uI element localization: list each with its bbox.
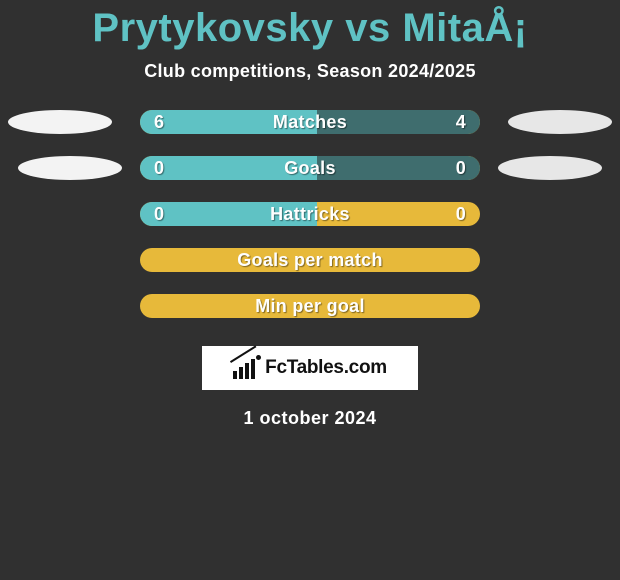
stat-left-value: 6 [154,110,164,134]
logo-text: FcTables.com [265,357,387,379]
stat-left-value: 0 [154,202,164,226]
player-right-disc [498,156,602,180]
stat-bar: Matches6 4 [140,110,480,134]
stat-row: Hattricks0 0 [0,202,620,226]
barchart-icon [233,357,259,379]
stat-label: Min per goal [140,294,480,318]
stat-label: Hattricks [140,202,480,226]
stat-row: Goals0 0 [0,156,620,180]
stat-label: Goals [140,156,480,180]
page-title: Prytykovsky vs MitaÅ¡ [0,0,620,51]
stat-right-value: 4 [456,110,466,134]
player-left-disc [8,110,112,134]
stat-bar: Hattricks0 0 [140,202,480,226]
stat-row: Matches6 4 [0,110,620,134]
stat-label: Goals per match [140,248,480,272]
stat-bar: Min per goal [140,294,480,318]
stat-right-value: 0 [456,156,466,180]
stat-left-value: 0 [154,156,164,180]
player-left-disc [18,156,122,180]
stat-bar: Goals0 0 [140,156,480,180]
stat-bar: Goals per match [140,248,480,272]
subtitle: Club competitions, Season 2024/2025 [0,61,620,82]
player-right-disc [508,110,612,134]
stat-right-value: 0 [456,202,466,226]
stat-row: Min per goal [0,294,620,318]
fctables-logo: FcTables.com [202,346,418,390]
stats-rows: Matches64Goals00Hattricks00Goals per mat… [0,110,620,318]
stat-label: Matches [140,110,480,134]
date-label: 1 october 2024 [0,408,620,429]
stat-row: Goals per match [0,248,620,272]
